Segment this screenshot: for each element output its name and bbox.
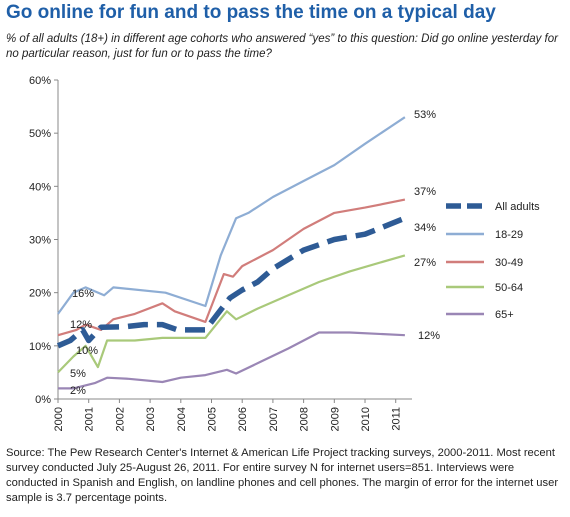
legend-label: 50-64 [495, 282, 523, 294]
series-line-30-49 [57, 198, 406, 337]
start-value-label: 5% [70, 368, 86, 380]
chart-subtitle: % of all adults (18+) in different age c… [6, 33, 558, 60]
y-tick-label: 60% [29, 75, 51, 87]
start-value-label: 12% [70, 319, 92, 331]
legend-label: All adults [495, 201, 540, 213]
x-tick-label: 2003 [145, 407, 157, 431]
x-tick-label: 2010 [360, 407, 372, 431]
y-tick-label: 40% [29, 181, 51, 193]
end-value-label: 34% [414, 222, 436, 234]
end-value-label: 53% [414, 109, 436, 121]
series-line-18-29 [57, 116, 406, 315]
x-tick-label: 2008 [299, 407, 311, 431]
x-tick-label: 2007 [268, 407, 280, 431]
start-value-label: 2% [70, 385, 86, 397]
y-tick-label: 0% [35, 394, 51, 406]
legend-label: 65+ [495, 309, 514, 321]
legend-label: 18-29 [495, 229, 523, 241]
series-line-65 [58, 331, 405, 390]
series-line-all-adults [56, 215, 406, 349]
end-value-label: 27% [414, 257, 436, 269]
x-tick-label: 2009 [329, 407, 341, 431]
start-value-label: 16% [72, 288, 94, 300]
series-line-50-64 [57, 254, 406, 374]
x-tick-label: 2011 [391, 407, 403, 431]
start-value-label: 10% [76, 345, 98, 357]
x-tick-label: 2002 [114, 407, 126, 431]
source-note: Source: The Pew Research Center's Intern… [6, 447, 559, 504]
x-tick-label: 2006 [237, 407, 249, 431]
end-value-label: 37% [414, 186, 436, 198]
x-tick-label: 2004 [176, 407, 188, 431]
y-tick-label: 30% [29, 235, 51, 247]
y-tick-label: 10% [29, 341, 51, 353]
y-tick-label: 20% [29, 288, 51, 300]
y-tick-label: 50% [29, 128, 51, 140]
x-tick-label: 2000 [53, 407, 65, 431]
x-tick-label: 2005 [207, 407, 219, 431]
legend-label: 30-49 [495, 257, 523, 269]
chart-title: Go online for fun and to pass the time o… [6, 2, 496, 23]
x-tick-label: 2001 [84, 407, 96, 431]
end-value-label: 12% [418, 330, 440, 342]
